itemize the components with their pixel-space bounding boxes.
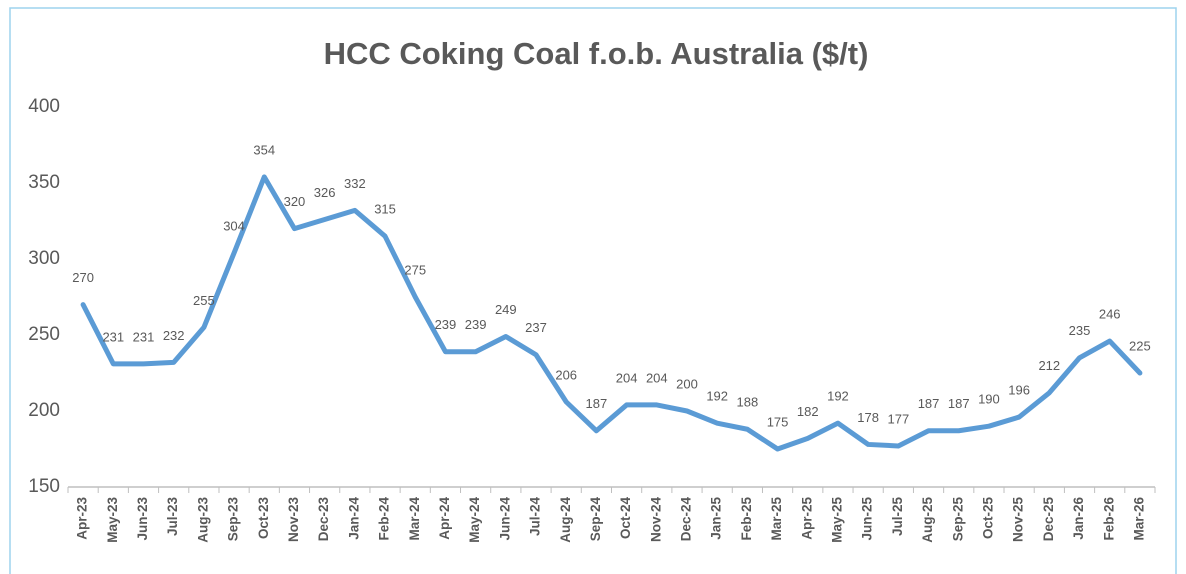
data-label: 315 xyxy=(374,202,396,217)
x-tick-label: Feb-24 xyxy=(377,497,392,541)
x-tick-label: May-24 xyxy=(467,497,482,543)
x-tick-label: Feb-25 xyxy=(739,497,754,541)
data-label: 235 xyxy=(1069,323,1091,338)
data-label: 212 xyxy=(1038,358,1060,373)
x-tick-label: Aug-23 xyxy=(195,497,210,543)
x-tick-label: Sep-25 xyxy=(950,497,965,542)
data-label: 255 xyxy=(193,293,215,308)
data-label: 332 xyxy=(344,176,366,191)
x-tick-label: Jun-25 xyxy=(860,497,875,541)
data-label: 182 xyxy=(797,404,819,419)
x-tick-label: Jun-24 xyxy=(497,497,512,541)
data-label: 196 xyxy=(1008,383,1030,398)
data-label: 231 xyxy=(133,329,155,344)
data-label: 246 xyxy=(1099,307,1121,322)
x-tick-label: Feb-26 xyxy=(1101,497,1116,541)
x-tick-label: Oct-24 xyxy=(618,497,633,540)
chart-frame xyxy=(9,7,1177,574)
data-label: 204 xyxy=(616,370,638,385)
line xyxy=(80,174,1143,452)
x-tick-label: Jun-23 xyxy=(135,497,150,541)
x-tick-label: Apr-24 xyxy=(437,497,452,540)
x-tick-label: Nov-23 xyxy=(286,497,301,543)
x-tick-label: Oct-23 xyxy=(256,497,271,540)
x-tick-label: Apr-25 xyxy=(799,497,814,540)
x-tick-label: Jan-24 xyxy=(346,497,361,540)
chart-title: HCC Coking Coal f.o.b. Australia ($/t) xyxy=(324,36,869,71)
data-label: 178 xyxy=(857,410,879,425)
data-label: 188 xyxy=(737,395,759,410)
data-label: 270 xyxy=(72,270,94,285)
x-tick-label: Nov-24 xyxy=(648,497,663,543)
x-tick-label: Jul-25 xyxy=(890,497,905,537)
y-tick-label: 150 xyxy=(28,476,60,497)
x-tick-label: Jan-25 xyxy=(709,497,724,540)
y-tick-label: 400 xyxy=(28,96,60,117)
y-tick-label: 300 xyxy=(28,248,60,269)
data-label: 200 xyxy=(676,376,698,391)
data-label: 249 xyxy=(495,302,517,317)
x-tick-label: Aug-24 xyxy=(558,497,573,543)
data-label: 237 xyxy=(525,320,547,335)
data-label: 190 xyxy=(978,392,1000,407)
data-label: 175 xyxy=(767,414,789,429)
x-tick-label: Jul-23 xyxy=(165,497,180,537)
x-tick-label: Jan-26 xyxy=(1071,497,1086,540)
x-tick-label: Nov-25 xyxy=(1011,497,1026,543)
y-tick-label: 200 xyxy=(28,400,60,421)
data-label: 326 xyxy=(314,185,336,200)
data-label: 354 xyxy=(253,142,275,157)
x-tick-label: May-25 xyxy=(830,497,845,543)
data-label: 192 xyxy=(706,389,728,404)
data-label: 187 xyxy=(948,396,970,411)
data-label: 232 xyxy=(163,328,185,343)
data-label: 239 xyxy=(465,317,487,332)
y-tick-label: 350 xyxy=(28,172,60,193)
x-tick-label: Oct-25 xyxy=(980,497,995,540)
data-label: 192 xyxy=(827,389,849,404)
data-label: 304 xyxy=(223,218,245,233)
x-tick-label: Dec-23 xyxy=(316,497,331,542)
data-label: 275 xyxy=(404,262,426,277)
x-tick-label: Dec-24 xyxy=(679,497,694,542)
data-label: 239 xyxy=(435,317,457,332)
data-label: 231 xyxy=(102,329,124,344)
x-tick-label: Jul-24 xyxy=(528,497,543,537)
x-tick-label: Mar-25 xyxy=(769,497,784,541)
x-tick-label: Aug-25 xyxy=(920,497,935,543)
data-label: 187 xyxy=(586,396,608,411)
x-tick-label: Sep-24 xyxy=(588,497,603,542)
data-label: 177 xyxy=(887,411,909,426)
x-tick-label: Apr-23 xyxy=(75,497,90,540)
data-label: 187 xyxy=(918,396,940,411)
x-tick-label: Sep-23 xyxy=(226,497,241,542)
y-tick-label: 250 xyxy=(28,324,60,345)
data-label: 320 xyxy=(284,194,306,209)
data-label: 204 xyxy=(646,370,668,385)
x-tick-label: Dec-25 xyxy=(1041,497,1056,542)
x-tick-label: May-23 xyxy=(105,497,120,543)
x-tick-label: Mar-24 xyxy=(407,497,422,541)
data-label: 206 xyxy=(555,367,577,382)
x-tick-label: Mar-26 xyxy=(1131,497,1146,541)
data-label: 225 xyxy=(1129,338,1151,353)
